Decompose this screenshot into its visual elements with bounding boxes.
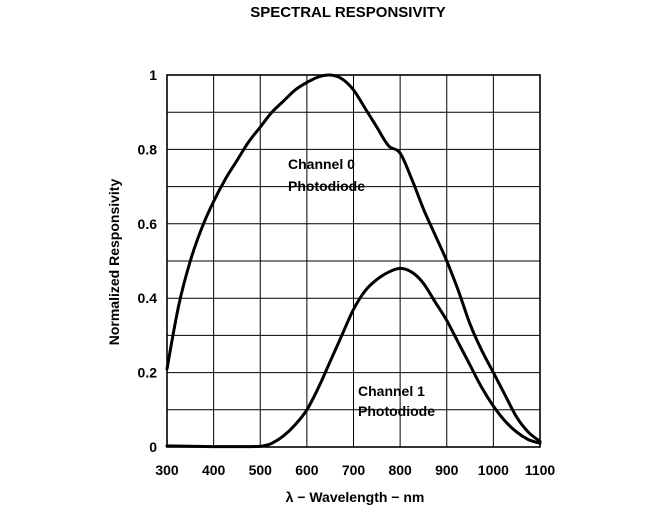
series-label-channel-1-line-1: Channel 1 [358, 383, 425, 399]
series-label-channel-1: Channel 1 Photodiode [358, 383, 435, 419]
y-tick-labels: 0 0.2 0.4 0.6 0.8 1 [138, 67, 158, 455]
plot-frame [166, 74, 541, 448]
x-tick-label: 1100 [525, 462, 556, 478]
x-tick-label: 300 [155, 462, 179, 478]
x-tick-label: 1000 [478, 462, 509, 478]
x-tick-label: 900 [435, 462, 459, 478]
y-axis-label: Normalized Responsivity [106, 179, 122, 346]
y-tick-label: 0.4 [138, 290, 158, 306]
series-line-channel-0 [165, 73, 542, 443]
grid-lines [166, 74, 541, 447]
x-tick-label: 800 [388, 462, 412, 478]
y-tick-label: 1 [149, 67, 157, 83]
series-label-channel-0: Channel 0 Photodiode [288, 156, 365, 194]
x-tick-label: 600 [295, 462, 319, 478]
series-label-channel-0-line-2: Photodiode [288, 178, 365, 194]
y-tick-label: 0.8 [138, 141, 158, 157]
x-tick-label: 700 [342, 462, 366, 478]
series-label-channel-0-line-1: Channel 0 [288, 156, 355, 172]
chart-title: SPECTRAL RESPONSIVITY [250, 4, 446, 21]
x-tick-labels: 300 400 500 600 700 800 900 1000 1100 [155, 462, 555, 478]
series-curves [165, 73, 542, 449]
y-tick-label: 0 [149, 439, 157, 455]
x-tick-label: 400 [202, 462, 226, 478]
x-axis-label: λ − Wavelength − nm [286, 489, 425, 505]
series-line-channel-1 [165, 266, 542, 449]
x-tick-label: 500 [249, 462, 273, 478]
y-tick-label: 0.2 [138, 365, 158, 381]
series-label-channel-1-line-2: Photodiode [358, 403, 435, 419]
y-tick-label: 0.6 [138, 216, 158, 232]
